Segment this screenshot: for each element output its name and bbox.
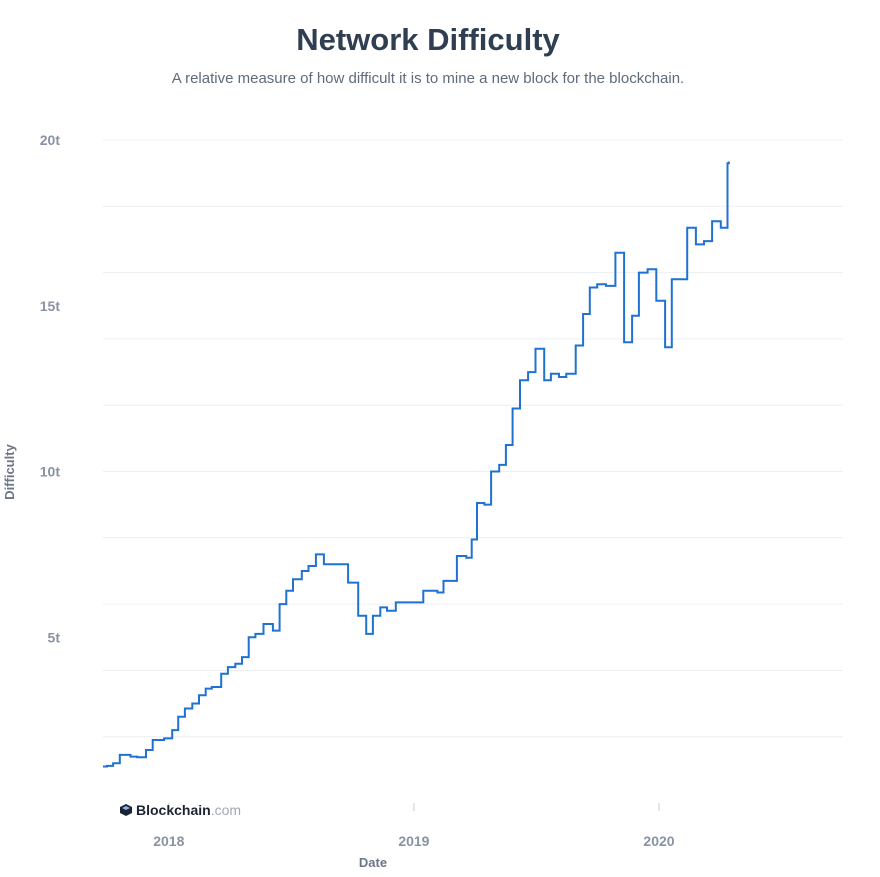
y-axis-label: Difficulty — [2, 443, 17, 499]
difficulty-series-line — [103, 161, 730, 768]
y-tick-label: 15t — [40, 298, 61, 314]
x-axis-label: Date — [359, 855, 387, 870]
y-tick-label: 5t — [48, 629, 61, 645]
y-tick-label: 20t — [40, 132, 61, 148]
y-tick-label: 10t — [40, 464, 61, 480]
blockchain-logo-icon — [120, 804, 132, 816]
x-tick-label: 2018 — [153, 833, 184, 849]
chart-subtitle: A relative measure of how difficult it i… — [171, 70, 685, 87]
blockchain-watermark: Blockchain .com — [120, 802, 241, 818]
y-axis: 5t 10t 15t 20t — [40, 132, 61, 645]
grid-lines — [103, 139, 843, 738]
x-tick-label: 2020 — [643, 833, 674, 849]
chart-title: Network Difficulty — [296, 22, 560, 57]
watermark-brand: Blockchain — [136, 802, 211, 818]
watermark-suffix: .com — [210, 802, 242, 818]
x-axis: 2018 2019 2020 — [153, 803, 675, 849]
x-tick-label: 2019 — [398, 833, 429, 849]
